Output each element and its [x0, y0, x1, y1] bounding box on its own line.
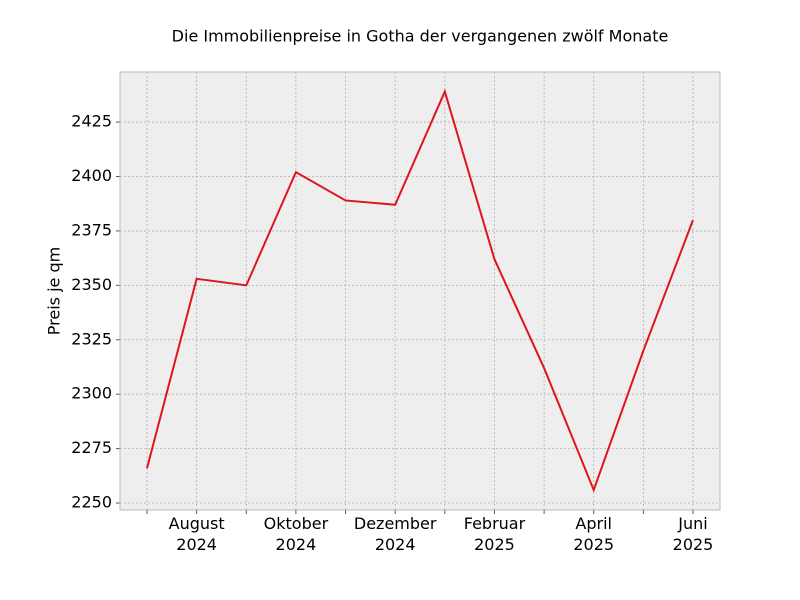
chart-title: Die Immobilienpreise in Gotha der vergan…: [172, 27, 669, 46]
y-tick-label: 2250: [71, 493, 112, 512]
y-tick-label: 2425: [71, 112, 112, 131]
y-tick-label: 2400: [71, 166, 112, 185]
y-tick-label: 2375: [71, 220, 112, 239]
x-tick-label: Dezember 2024: [353, 514, 437, 554]
y-tick-label: 2275: [71, 438, 112, 457]
y-tick-label: 2300: [71, 384, 112, 403]
data-line: [146, 88, 694, 493]
y-axis-label: Preis je qm: [45, 247, 64, 335]
y-tick-label: 2325: [71, 329, 112, 348]
x-tick-label: April 2025: [573, 514, 615, 554]
x-tick-label: August 2024: [168, 514, 225, 554]
x-tick-label: Oktober 2024: [263, 514, 329, 554]
x-tick-label: Juni 2025: [672, 514, 714, 554]
y-tick-label: 2350: [71, 275, 112, 294]
x-tick-label: Februar 2025: [463, 514, 526, 554]
plot-frame: [119, 71, 721, 511]
plot-area: [120, 72, 720, 510]
